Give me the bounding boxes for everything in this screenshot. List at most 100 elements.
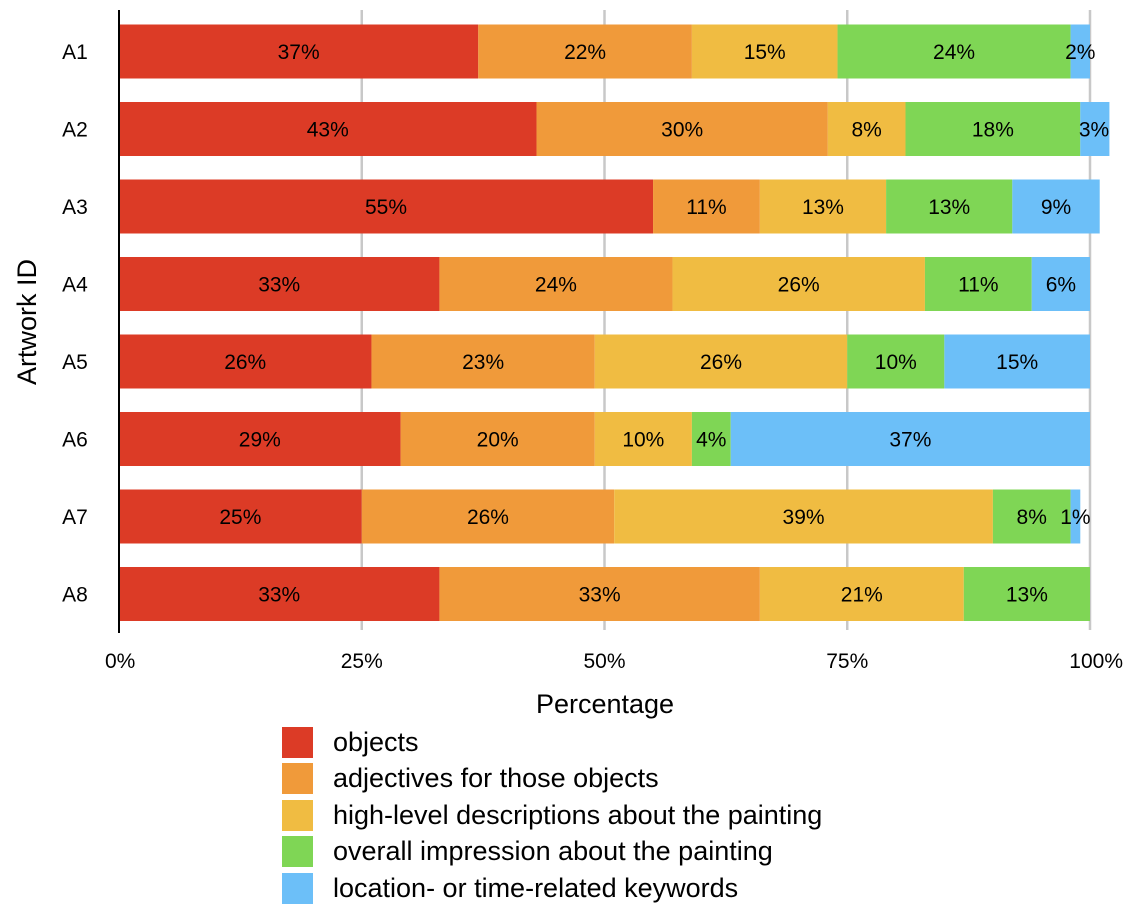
bar-segment: [1070, 24, 1090, 79]
data-label: 6%: [1046, 274, 1076, 297]
category-label: A7: [62, 506, 88, 529]
legend-swatch: [282, 763, 313, 795]
x-tick-label: 50%: [583, 650, 625, 673]
data-label: 30%: [661, 119, 703, 142]
bar-segment: [119, 489, 362, 544]
data-label: 26%: [700, 351, 742, 374]
bar-segment: [119, 334, 372, 389]
legend-swatch: [282, 799, 313, 831]
category-label: A4: [62, 274, 88, 297]
bar-segment: [119, 412, 401, 466]
legend: objects adjectives for those objects high-…: [282, 724, 822, 907]
legend-swatch: [282, 872, 313, 904]
bar-segment: [119, 257, 440, 311]
data-label: 10%: [622, 429, 664, 452]
data-label: 33%: [579, 584, 621, 607]
category-label: A3: [62, 196, 88, 219]
data-label: 29%: [239, 429, 281, 452]
data-label: 10%: [875, 351, 917, 374]
legend-item: objects: [282, 724, 822, 761]
x-tick-labels: 0% 25% 50% 75% 100%: [105, 650, 1123, 673]
bar-segment: [614, 489, 993, 544]
data-label: 25%: [219, 506, 261, 529]
data-label: 1%: [1060, 506, 1090, 529]
data-label: 2%: [1065, 41, 1095, 64]
data-label: 8%: [1017, 506, 1047, 529]
legend-item: adjectives for those objects: [282, 761, 822, 798]
segment-labels: 37% 22% 15% 24% 2% 43% 30% 8% 18% 3% 55% 11% 13% 13% 9…: [219, 41, 1109, 607]
data-label: 37%: [278, 41, 320, 64]
bar-segments: [119, 24, 1110, 621]
bar-segment: [886, 179, 1013, 234]
data-label: 26%: [224, 351, 266, 374]
data-label: 24%: [933, 41, 975, 64]
legend-label: overall impression about the painting: [333, 836, 773, 867]
legend-label: objects: [333, 726, 419, 757]
bar-segment: [837, 24, 1071, 79]
bar-segment: [847, 334, 945, 389]
x-axis-title: Percentage: [536, 689, 674, 719]
bar-segment: [944, 334, 1090, 389]
bar-segment: [119, 567, 440, 621]
bar-segment: [905, 102, 1081, 156]
x-tick-label: 75%: [826, 650, 868, 673]
data-label: 13%: [802, 196, 844, 219]
bar-segment: [759, 179, 887, 234]
legend-label: high-level descriptions about the painti…: [333, 799, 823, 830]
bar-segment: [1031, 257, 1090, 311]
bar-segment: [672, 257, 925, 311]
bar-segment: [1080, 102, 1110, 156]
category-label: A1: [62, 41, 88, 64]
bar-segment: [594, 412, 692, 466]
bar-segment: [924, 257, 1032, 311]
bar-segment: [400, 412, 595, 466]
data-label: 24%: [535, 274, 577, 297]
bar-segment: [536, 102, 828, 156]
data-label: 11%: [686, 196, 726, 219]
legend-swatch: [282, 726, 313, 758]
bar-segment: [759, 567, 964, 621]
bar-segment: [963, 567, 1090, 621]
y-axis-title: Artwork ID: [12, 259, 42, 385]
bar-segment: [594, 334, 848, 389]
data-label: 15%: [744, 41, 786, 64]
data-label: 26%: [467, 506, 509, 529]
data-label: 13%: [1006, 584, 1048, 607]
data-label: 18%: [972, 119, 1014, 142]
bar-segment: [119, 24, 479, 79]
bar-segment: [439, 567, 760, 621]
legend-item: location- or time-related keywords: [282, 870, 822, 907]
bar-segment: [1012, 179, 1100, 234]
data-label: 13%: [928, 196, 970, 219]
data-label: 23%: [462, 351, 504, 374]
legend-item: high-level descriptions about the painti…: [282, 797, 822, 834]
bar-segment: [1070, 489, 1081, 544]
bar-segment: [361, 489, 615, 544]
bar-segment: [119, 179, 654, 234]
legend-item: overall impression about the painting: [282, 834, 822, 871]
data-label: 33%: [258, 274, 300, 297]
bar-segment: [119, 102, 537, 156]
x-tick-label: 100%: [1069, 650, 1123, 673]
legend-swatch: [282, 836, 313, 868]
data-label: 20%: [477, 429, 519, 452]
category-label: A6: [62, 429, 88, 452]
data-label: 39%: [783, 506, 825, 529]
category-labels: A1 A2 A3 A4 A5 A6 A7 A8: [62, 41, 88, 607]
bar-segment: [827, 102, 906, 156]
bar-segment: [691, 24, 838, 79]
data-label: 22%: [564, 41, 606, 64]
category-label: A8: [62, 584, 88, 607]
data-label: 21%: [841, 584, 883, 607]
bar-segment: [478, 24, 692, 79]
data-label: 3%: [1079, 119, 1109, 142]
data-label: 9%: [1041, 196, 1071, 219]
category-label: A2: [62, 119, 88, 142]
bar-segment: [992, 489, 1071, 544]
data-label: 11%: [958, 274, 998, 297]
legend-label: location- or time-related keywords: [333, 872, 739, 903]
x-tick-label: 0%: [105, 650, 135, 673]
data-label: 26%: [778, 274, 820, 297]
data-label: 33%: [258, 584, 300, 607]
